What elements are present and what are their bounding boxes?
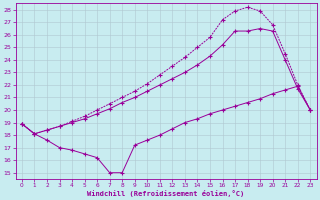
X-axis label: Windchill (Refroidissement éolien,°C): Windchill (Refroidissement éolien,°C) [87, 190, 245, 197]
